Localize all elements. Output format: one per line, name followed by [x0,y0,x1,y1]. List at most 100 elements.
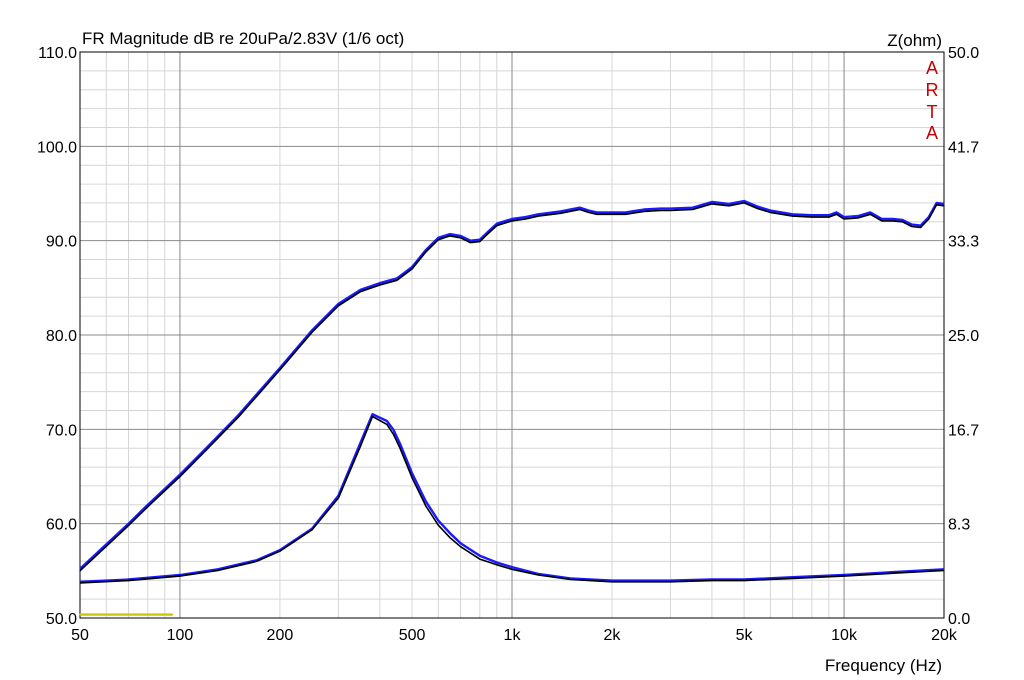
data-point [411,268,413,270]
data-point [936,202,938,204]
y-tick-label-right: 41.7 [948,139,979,156]
data-point [611,580,613,582]
data-point [279,550,281,552]
data-point [496,561,498,564]
data-point [669,580,672,582]
data-point [792,213,794,215]
data-point [643,208,645,211]
data-point [579,207,581,209]
data-point [625,213,627,215]
data-point [79,570,81,572]
data-point [479,558,481,560]
plot-border [79,51,945,619]
data-point [728,203,730,205]
data-point [559,212,562,214]
arta-logo: A R T A [926,58,939,143]
data-point [449,235,451,237]
data-point [836,211,838,213]
right-axis-ticks: 0.0 8.3 16.7 25.0 33.3 41.7 50.0 [948,45,979,628]
brand-letter: T [927,102,938,122]
data-point [479,241,481,243]
data-point [449,532,451,534]
data-point [399,447,401,449]
data-point [399,443,401,445]
data-point [643,580,645,582]
data-point [217,569,219,572]
data-point [711,580,713,582]
data-point [460,546,462,548]
data-point [179,474,181,476]
data-point [425,251,427,253]
data-point [460,235,462,237]
data-point [511,566,513,568]
data-point [449,233,451,235]
brand-letter: A [926,58,938,78]
data-point [411,477,413,479]
x-tick-label: 1k [504,627,522,644]
data-point [255,560,258,563]
chart-title: FR Magnitude dB re 20uPa/2.83V (1/6 oct) [82,29,404,48]
data-point [669,209,672,212]
data-point [901,221,904,223]
data-point [943,205,945,207]
y-tick-label-left: 110.0 [38,45,77,62]
data-point [360,289,362,291]
data-point [469,240,472,242]
data-point [127,580,130,582]
data-point [843,218,845,220]
data-point [936,204,938,206]
data-point [920,225,922,227]
y-tick-label-right: 25.0 [948,328,979,345]
data-point [360,441,362,444]
x-tick-label: 200 [267,627,294,644]
data-point [237,414,239,416]
data-point [892,218,894,220]
data-point [337,305,339,307]
y-tick-label-right: 0.0 [948,611,970,628]
data-point [596,211,598,213]
data-point [881,218,883,220]
data-point [511,220,513,222]
y-tick-label-left: 60.0 [46,517,77,534]
data-point [337,303,339,305]
data-point [769,209,772,212]
data-point [360,291,362,293]
y-tick-label-right: 8.3 [948,517,970,534]
data-point [743,202,745,204]
data-point [792,215,794,217]
x-tick-label: 2k [604,627,622,644]
y-tick-label-right: 33.3 [948,234,979,251]
data-point [728,205,730,207]
data-point [587,211,590,213]
data-point [769,211,772,213]
data-point [127,525,130,527]
data-point [525,218,527,220]
data-point [943,568,945,570]
data-point [386,423,388,425]
x-axis-label: Frequency (Hz) [825,656,942,675]
data-point [569,578,572,581]
data-point [537,213,539,215]
data-point [449,537,451,539]
x-tick-label: 20k [931,627,958,644]
data-point [386,420,388,422]
data-point [371,415,374,418]
data-point [611,581,613,583]
data-point [743,580,745,582]
data-point [643,210,645,212]
data-point [943,569,945,572]
series [79,199,945,570]
data-point [411,472,413,474]
data-point [828,216,830,218]
data-point [811,214,813,216]
data-point [147,506,149,508]
right-axis-label: Z(ohm) [887,31,942,50]
y-tick-label-left: 70.0 [46,422,77,439]
data-point [843,575,845,577]
data-point [460,542,462,544]
x-tick-label: 50 [71,627,89,644]
data-point [311,331,313,333]
data-point [437,520,439,522]
data-point [525,216,527,218]
series [79,202,945,572]
